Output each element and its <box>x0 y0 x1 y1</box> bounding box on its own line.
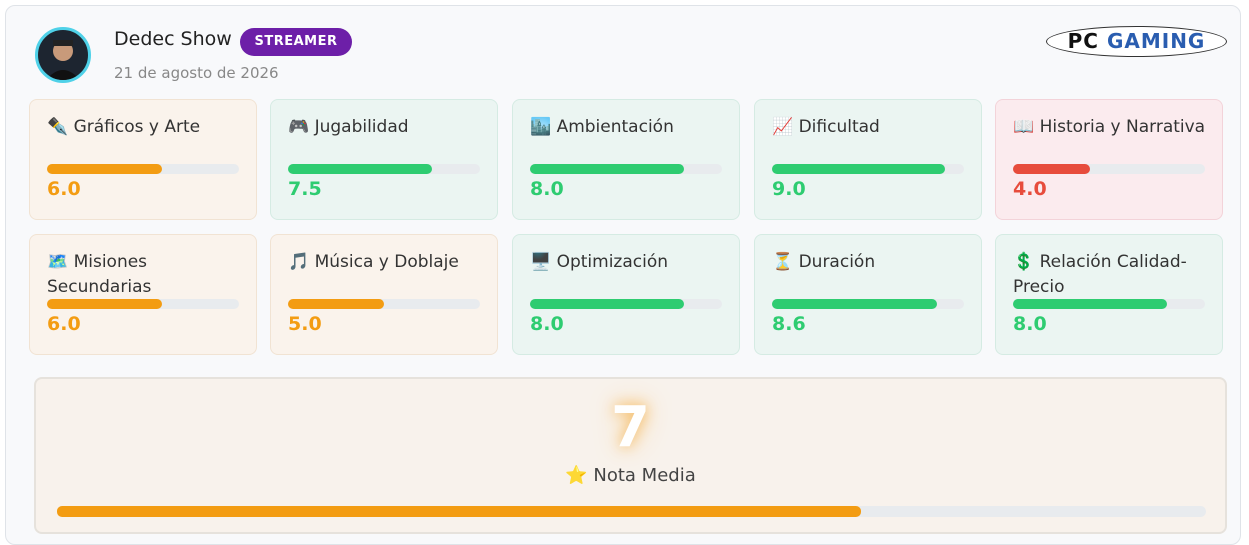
rating-card: ⏳ Duración 8.6 <box>754 234 982 355</box>
rating-track <box>772 299 964 309</box>
rating-bar <box>530 164 684 174</box>
rating-icon: ⏳ <box>772 252 794 272</box>
rating-track <box>1013 164 1205 174</box>
avatar <box>35 27 91 83</box>
rating-value: 6.0 <box>47 313 81 335</box>
rating-track <box>1013 299 1205 309</box>
rating-value: 8.0 <box>530 178 564 200</box>
rating-value: 8.6 <box>772 313 806 335</box>
overall-score: 7 <box>611 395 650 460</box>
rating-label: 🖥️ Optimización <box>530 250 725 275</box>
rating-label: ⏳ Duración <box>772 250 967 275</box>
rating-name: Gráficos y Arte <box>73 117 201 137</box>
rating-icon: 📈 <box>772 117 794 137</box>
rating-name: Ambientación <box>556 117 674 137</box>
rating-name: Optimización <box>556 252 669 272</box>
rating-track <box>288 299 480 309</box>
rating-label: 🗺️ Misiones Secundarias <box>47 250 242 300</box>
overall-text: Nota Media <box>593 465 696 486</box>
logo: PC GAMING <box>1046 26 1227 57</box>
rating-label: 📖 Historia y Narrativa <box>1013 115 1208 140</box>
star-icon: ⭐ <box>565 465 588 486</box>
rating-icon: 📖 <box>1013 117 1035 137</box>
badge: STREAMER <box>240 28 352 56</box>
rating-icon: 🎮 <box>288 117 310 137</box>
rating-card: 🎵 Música y Doblaje 5.0 <box>270 234 498 355</box>
rating-bar <box>530 299 684 309</box>
rating-name: Relación Calidad-Precio <box>1013 252 1187 297</box>
rating-icon: ✒️ <box>47 117 69 137</box>
rating-label: 🎵 Música y Doblaje <box>288 250 483 275</box>
rating-track <box>772 164 964 174</box>
rating-card: 📖 Historia y Narrativa 4.0 <box>995 99 1223 220</box>
rating-value: 4.0 <box>1013 178 1047 200</box>
rating-value: 6.0 <box>47 178 81 200</box>
rating-value: 8.0 <box>530 313 564 335</box>
review-card: Dedec Show STREAMER 21 de agosto de 2026… <box>5 5 1241 545</box>
rating-name: Misiones Secundarias <box>47 252 152 297</box>
rating-label: 🎮 Jugabilidad <box>288 115 483 140</box>
rating-card: 🎮 Jugabilidad 7.5 <box>270 99 498 220</box>
rating-label: 🏙️ Ambientación <box>530 115 725 140</box>
overall-label: ⭐ Nota Media <box>36 465 1225 486</box>
user-name: Dedec Show <box>114 28 232 50</box>
rating-bar <box>1013 299 1167 309</box>
rating-icon: 🖥️ <box>530 252 552 272</box>
rating-track <box>530 299 722 309</box>
rating-name: Dificultad <box>798 117 880 137</box>
rating-value: 9.0 <box>772 178 806 200</box>
rating-label: 💲 Relación Calidad-Precio <box>1013 250 1208 300</box>
rating-icon: 🗺️ <box>47 252 69 272</box>
overall-bar <box>57 506 862 517</box>
rating-bar <box>288 164 432 174</box>
date: 21 de agosto de 2026 <box>114 64 279 82</box>
rating-track <box>47 164 239 174</box>
rating-label: 📈 Dificultad <box>772 115 967 140</box>
avatar-image <box>46 40 80 80</box>
rating-track <box>530 164 722 174</box>
rating-bar <box>47 164 163 174</box>
rating-card: 📈 Dificultad 9.0 <box>754 99 982 220</box>
rating-bar <box>288 299 384 309</box>
rating-card: 🗺️ Misiones Secundarias 6.0 <box>29 234 257 355</box>
rating-card: 💲 Relación Calidad-Precio 8.0 <box>995 234 1223 355</box>
rating-name: Historia y Narrativa <box>1039 117 1206 137</box>
summary: 7 ⭐ Nota Media <box>34 377 1227 534</box>
rating-icon: 💲 <box>1013 252 1035 272</box>
rating-bar <box>772 299 938 309</box>
rating-value: 7.5 <box>288 178 322 200</box>
rating-icon: 🏙️ <box>530 117 552 137</box>
rating-name: Duración <box>798 252 876 272</box>
rating-name: Música y Doblaje <box>314 252 459 272</box>
rating-card: 🖥️ Optimización 8.0 <box>512 234 740 355</box>
rating-bar <box>772 164 945 174</box>
rating-card: ✒️ Gráficos y Arte 6.0 <box>29 99 257 220</box>
rating-value: 8.0 <box>1013 313 1047 335</box>
rating-track <box>288 164 480 174</box>
logo-right: GAMING <box>1106 29 1206 53</box>
rating-bar <box>47 299 163 309</box>
rating-track <box>47 299 239 309</box>
rating-icon: 🎵 <box>288 252 310 272</box>
rating-value: 5.0 <box>288 313 322 335</box>
rating-bar <box>1013 164 1090 174</box>
rating-label: ✒️ Gráficos y Arte <box>47 115 242 140</box>
logo-left: PC <box>1067 29 1099 53</box>
rating-name: Jugabilidad <box>314 117 409 137</box>
rating-card: 🏙️ Ambientación 8.0 <box>512 99 740 220</box>
overall-track <box>57 506 1206 517</box>
